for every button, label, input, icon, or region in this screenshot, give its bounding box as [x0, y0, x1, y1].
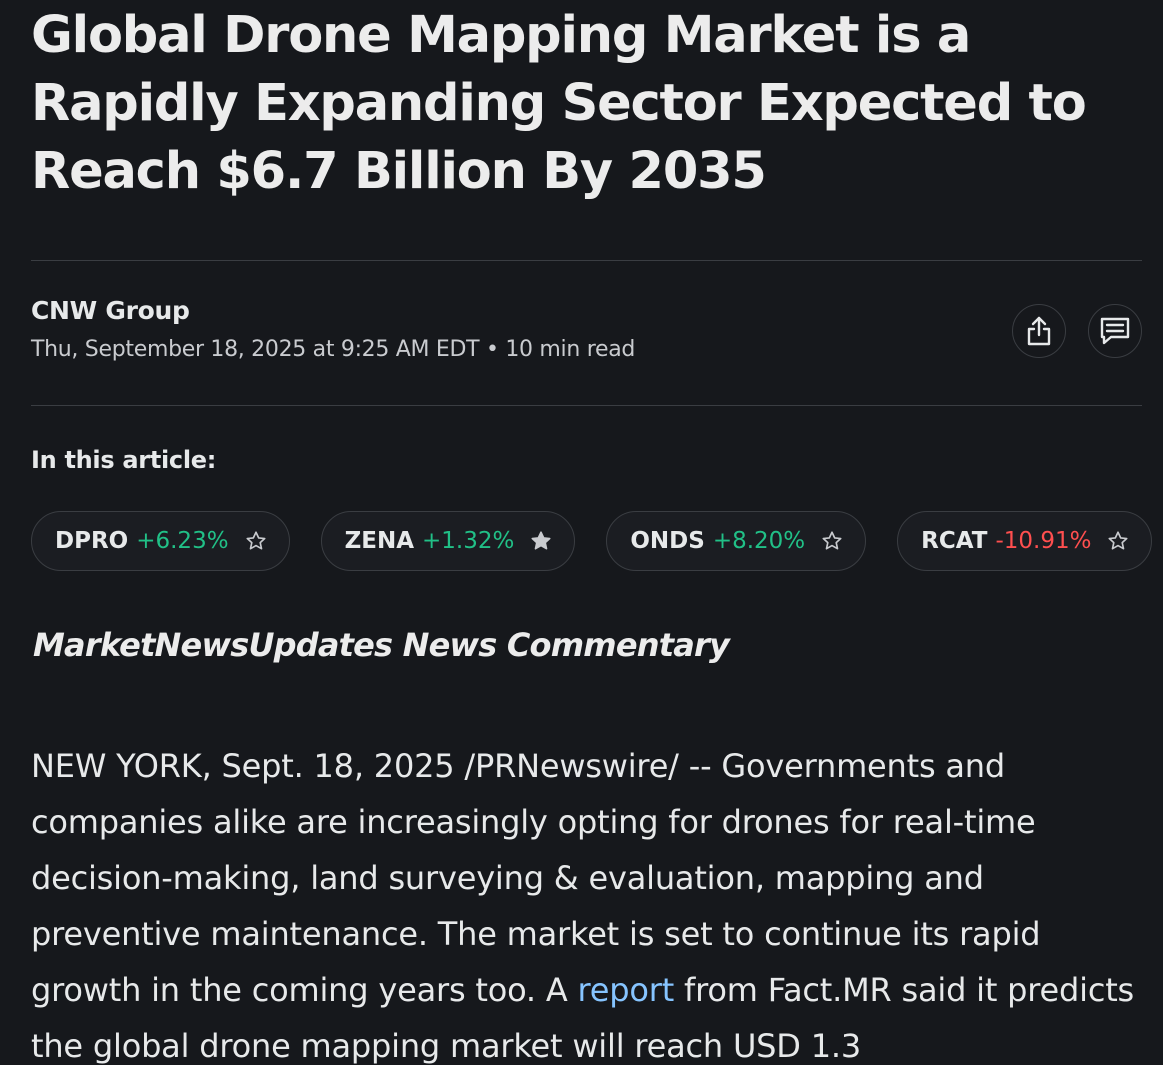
- in-this-article-label: In this article:: [31, 446, 217, 474]
- share-button[interactable]: [1012, 304, 1066, 358]
- article-headline: Global Drone Mapping Market is a Rapidly…: [31, 6, 1087, 201]
- byline-divider: [31, 405, 1142, 406]
- star-outline-icon[interactable]: [1107, 530, 1129, 552]
- ticker-change: +1.32%: [422, 528, 515, 554]
- header-divider: [31, 260, 1142, 261]
- article-meta: Thu, September 18, 2025 at 9:25 AM EDT •…: [31, 337, 636, 362]
- ticker-symbol: ZENA: [344, 528, 415, 554]
- ticker-chip-dpro[interactable]: DPRO +6.23%: [31, 511, 290, 571]
- article-source[interactable]: CNW Group: [31, 296, 190, 325]
- ticker-chip-onds[interactable]: ONDS +8.20%: [606, 511, 867, 571]
- ticker-change: +6.23%: [136, 528, 229, 554]
- commentary-heading: MarketNewsUpdates News Commentary: [33, 626, 730, 664]
- ticker-symbol: RCAT: [921, 528, 988, 554]
- star-filled-icon[interactable]: [530, 530, 552, 552]
- article-body-paragraph: NEW YORK, Sept. 18, 2025 /PRNewswire/ --…: [31, 738, 1142, 1065]
- ticker-chip-rcat[interactable]: RCAT -10.91%: [897, 511, 1153, 571]
- ticker-list: DPRO +6.23% ZENA +1.32% ONDS +8.20% RCAT…: [31, 511, 1153, 571]
- ticker-change: +8.20%: [712, 528, 806, 554]
- star-outline-icon[interactable]: [821, 530, 843, 552]
- ticker-change: -10.91%: [995, 528, 1092, 554]
- article-actions: [1012, 304, 1142, 358]
- star-outline-icon[interactable]: [245, 530, 267, 552]
- comments-button[interactable]: [1088, 304, 1142, 358]
- report-link[interactable]: report: [577, 971, 675, 1009]
- article-container: Global Drone Mapping Market is a Rapidly…: [31, 0, 1153, 1065]
- body-text-part: from Fact.MR said it predicts the global…: [31, 971, 1135, 1065]
- body-text-part: NEW YORK, Sept. 18, 2025 /PRNewswire/ --…: [31, 747, 1041, 1009]
- share-icon: [1027, 316, 1051, 346]
- ticker-symbol: DPRO: [55, 528, 129, 554]
- byline: CNW Group Thu, September 18, 2025 at 9:2…: [31, 296, 635, 362]
- ticker-chip-zena[interactable]: ZENA +1.32%: [320, 511, 576, 571]
- ticker-symbol: ONDS: [630, 528, 705, 554]
- comments-icon: [1100, 317, 1130, 345]
